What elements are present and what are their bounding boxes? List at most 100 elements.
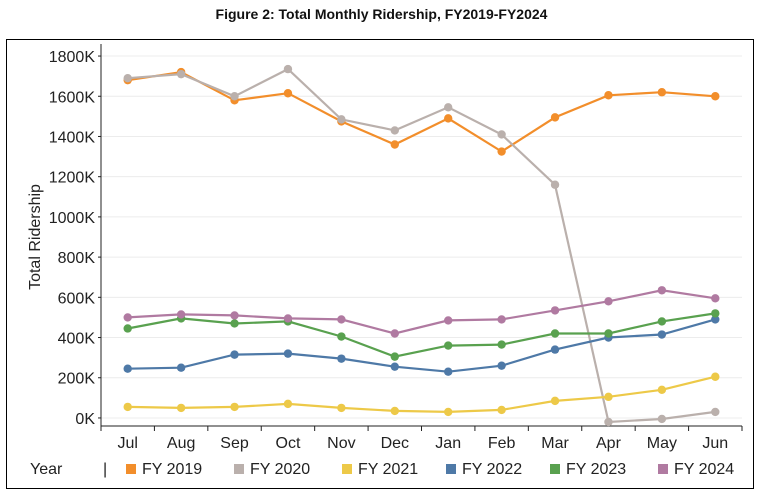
legend-entry: FY 2022 xyxy=(462,461,522,478)
data-point xyxy=(176,363,186,372)
x-tick-label: Oct xyxy=(276,435,301,452)
x-tick-label: Dec xyxy=(381,435,409,452)
data-point xyxy=(657,286,667,295)
data-point xyxy=(711,92,720,101)
y-tick-label: 800K xyxy=(58,250,96,267)
legend-swatch xyxy=(234,464,244,474)
data-point xyxy=(123,402,132,412)
data-point xyxy=(711,372,720,381)
data-point xyxy=(711,309,720,318)
data-point xyxy=(337,354,346,363)
data-point xyxy=(283,314,293,323)
data-point xyxy=(123,364,132,373)
series-line-fy-2020 xyxy=(127,67,716,424)
data-point xyxy=(604,329,613,338)
data-point xyxy=(230,92,239,101)
data-point xyxy=(550,180,560,189)
data-point xyxy=(604,417,613,427)
data-point xyxy=(550,345,560,354)
data-point xyxy=(176,69,186,79)
data-point xyxy=(123,324,132,333)
legend-swatch xyxy=(126,464,136,474)
data-point xyxy=(497,315,506,324)
legend-swatch xyxy=(658,464,668,474)
data-point xyxy=(123,313,132,322)
series-lines xyxy=(127,67,716,424)
x-tick-label: Aug xyxy=(167,435,195,452)
data-point xyxy=(444,114,453,123)
series-line-fy-2023 xyxy=(127,312,716,358)
data-point xyxy=(657,317,667,326)
data-point xyxy=(283,89,293,98)
x-tick-label: Sep xyxy=(220,435,249,452)
data-point xyxy=(444,316,453,325)
data-point xyxy=(497,130,506,139)
data-point xyxy=(283,399,293,409)
y-tick-labels: 0K 200K 400K 600K 800K 1000K 1200K 1400K 1600K 18… xyxy=(49,49,96,428)
y-axis-label: Total Ridership xyxy=(27,184,44,290)
x-tick-label: Jul xyxy=(117,435,137,452)
x-tick-label: Jan xyxy=(435,435,461,452)
data-point xyxy=(337,332,346,341)
data-point xyxy=(497,147,506,156)
data-point xyxy=(123,73,132,83)
legend-entry: FY 2020 xyxy=(250,461,310,478)
legend-swatch xyxy=(550,464,560,474)
data-point xyxy=(497,361,506,370)
data-point xyxy=(337,315,346,324)
data-point xyxy=(550,113,560,122)
figure-title: Figure 2: Total Monthly Ridership, FY201… xyxy=(215,6,548,22)
x-tick-label: Mar xyxy=(541,435,569,452)
y-tick-label: 200K xyxy=(58,371,96,388)
data-point xyxy=(390,329,399,338)
legend-entry: FY 2021 xyxy=(358,461,418,478)
data-point xyxy=(390,126,399,135)
data-point xyxy=(283,349,293,358)
data-point xyxy=(337,115,346,124)
data-point xyxy=(230,319,239,328)
data-point xyxy=(604,392,613,402)
chart-frame xyxy=(6,39,754,489)
data-point xyxy=(550,306,560,315)
data-point xyxy=(604,297,613,306)
data-point xyxy=(657,414,667,424)
series-points xyxy=(123,64,720,427)
y-tick-label: 400K xyxy=(58,331,96,348)
data-point xyxy=(230,402,239,412)
data-point xyxy=(550,329,560,338)
data-point xyxy=(444,103,453,112)
data-point xyxy=(230,350,239,359)
data-point xyxy=(711,294,720,303)
data-point xyxy=(444,341,453,350)
legend-entry: FY 2024 xyxy=(674,461,734,478)
series-line-fy-2024 xyxy=(127,289,716,335)
data-point xyxy=(444,367,453,376)
data-point xyxy=(657,330,667,339)
x-tick-label: Nov xyxy=(327,435,355,452)
data-point xyxy=(604,91,613,100)
y-tick-label: 1400K xyxy=(49,129,96,146)
legend-entry: FY 2019 xyxy=(142,461,202,478)
data-point xyxy=(657,385,667,395)
series-line-fy-2022 xyxy=(127,318,716,373)
data-point xyxy=(711,315,720,324)
data-point xyxy=(711,407,720,417)
data-point xyxy=(390,406,399,416)
data-point xyxy=(444,407,453,417)
data-point xyxy=(390,352,399,361)
y-tick-label: 0K xyxy=(75,411,95,428)
y-tick-label: 1000K xyxy=(49,210,96,227)
data-point xyxy=(497,340,506,349)
series-line-fy-2019 xyxy=(127,70,716,153)
x-tick-label: May xyxy=(647,435,677,452)
x-tick-label: Feb xyxy=(488,435,516,452)
data-point xyxy=(337,403,346,413)
y-tick-label: 600K xyxy=(58,290,96,307)
data-point xyxy=(550,396,560,406)
legend-swatch xyxy=(446,464,456,474)
y-tick-label: 1800K xyxy=(49,49,96,66)
data-point xyxy=(283,64,293,74)
data-point xyxy=(176,310,186,319)
x-tick-label: Jun xyxy=(702,435,728,452)
